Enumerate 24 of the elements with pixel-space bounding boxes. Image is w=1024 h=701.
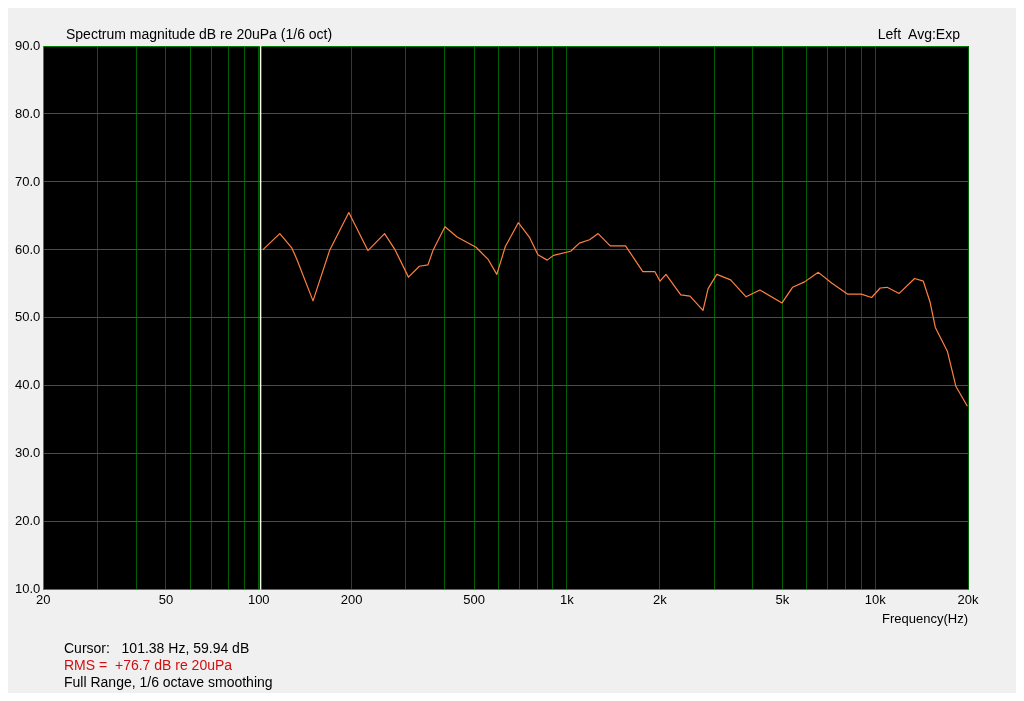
x-tick-label: 20 bbox=[36, 592, 51, 608]
x-tick-label: 1k bbox=[560, 592, 575, 608]
y-tick-label: 80.0 bbox=[14, 105, 41, 121]
y-tick-label: 50.0 bbox=[14, 309, 41, 325]
x-tick-label: 2k bbox=[652, 592, 668, 608]
x-tick-label: 200 bbox=[340, 592, 363, 608]
x-tick-label: 10k bbox=[864, 592, 887, 608]
y-tick-label: 20.0 bbox=[14, 513, 41, 529]
chart-title: Spectrum magnitude dB re 20uPa (1/6 oct) bbox=[66, 26, 333, 42]
x-tick-label: 5k bbox=[775, 592, 790, 608]
y-tick-label: 40.0 bbox=[14, 377, 41, 393]
text: Left Avg:Exp bbox=[877, 26, 960, 42]
text: Full Range, 1/6 octave smoothing bbox=[64, 674, 273, 691]
text: RMS = +76.7 dB re 20uPa bbox=[64, 657, 234, 674]
x-axis-title: Frequency(Hz) bbox=[882, 610, 968, 626]
y-tick-label: 90.0 bbox=[14, 37, 41, 53]
x-tick-label: 100 bbox=[247, 592, 270, 608]
text: Cursor: 101.38 Hz, 59.94 dB bbox=[64, 640, 251, 657]
y-tick-label: 60.0 bbox=[14, 241, 41, 257]
x-tick-label: 20k bbox=[957, 592, 979, 608]
x-tick-label: 500 bbox=[463, 592, 486, 608]
x-tick-label: 50 bbox=[158, 592, 174, 608]
y-tick-label: 70.0 bbox=[14, 173, 41, 189]
y-tick-label: 30.0 bbox=[14, 445, 41, 461]
